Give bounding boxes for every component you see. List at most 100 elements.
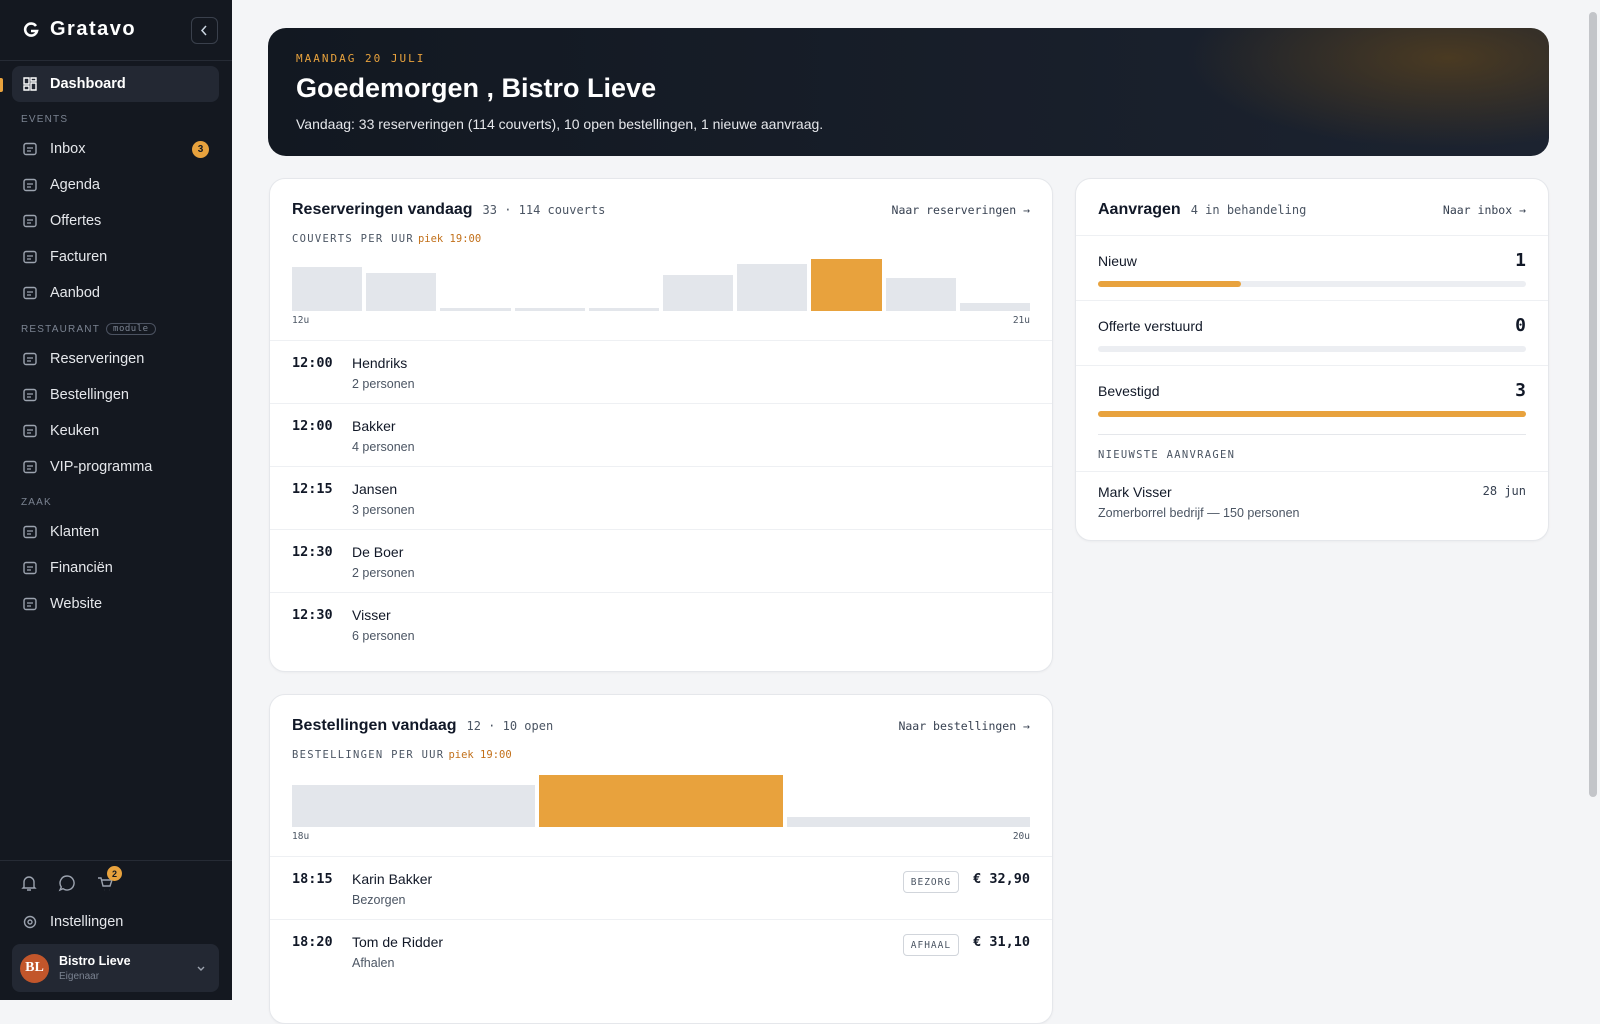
list-row[interactable]: 18:20 Tom de Ridder Afhalen AFHAAL € 31,10 [270, 919, 1052, 982]
collapse-button[interactable] [191, 17, 218, 44]
card-header: Bestellingen vandaag 12 · 10 open Naar bes… [270, 695, 1052, 735]
nav-label: Keuken [50, 423, 100, 439]
chat[interactable] [58, 874, 76, 892]
nav-item[interactable]: Reserveringen [12, 341, 219, 377]
list-row[interactable]: 18:15 Karin Bakker Bezorgen BEZORG € 32,90 [270, 856, 1052, 919]
nav-item[interactable]: Klanten [12, 514, 219, 550]
spacer [270, 842, 1052, 856]
row-name: De Boer [352, 544, 404, 560]
row-tag: AFHAAL [902, 934, 960, 956]
brand-name: Gratavo [50, 18, 137, 40]
row-name: Bakker [352, 418, 396, 434]
hero-date: MAANDAG 20 JULI [296, 52, 426, 65]
list-row[interactable]: 12:30 De Boer 2 personen [270, 529, 1052, 592]
card-link[interactable]: Naar inbox → [1442, 203, 1526, 217]
nav-item[interactable]: Financiën [12, 550, 219, 586]
nav-item[interactable]: Facturen [12, 239, 219, 275]
stage: Offerte verstuurd 0 [1076, 300, 1548, 365]
nav-label: Aanbod [50, 285, 100, 301]
hero-greeting: Goedemorgen , Bistro Lieve [296, 73, 657, 103]
card-title: Bestellingen vandaag [292, 717, 457, 734]
bar [514, 308, 585, 311]
stage-track [1098, 411, 1526, 417]
list-row[interactable]: 12:00 Hendriks 2 personen [270, 340, 1052, 403]
nav-item[interactable]: Aanbod [12, 275, 219, 311]
nav-item[interactable]: Offertes [12, 203, 219, 239]
stage-top: Bevestigd 3 [1098, 380, 1526, 401]
nav-item[interactable]: VIP-programma [12, 449, 219, 485]
bell[interactable] [20, 874, 38, 892]
nav-label: Bestellingen [50, 387, 129, 403]
row-time: 12:30 [292, 544, 333, 560]
list-row[interactable]: 12:30 Visser 6 personen [270, 592, 1052, 655]
nav-item[interactable]: Bestellingen [12, 377, 219, 413]
footer-icons: 2 [20, 866, 122, 897]
group-tag: module [106, 323, 156, 335]
bar [885, 278, 956, 311]
nav-item[interactable]: Website [12, 586, 219, 622]
stage-top: Nieuw 1 [1098, 250, 1526, 271]
active-indicator [0, 78, 3, 92]
nav-item[interactable]: Inbox 3 [12, 131, 219, 167]
stage-track [1098, 281, 1526, 287]
row-time: 18:20 [292, 934, 333, 950]
user-menu[interactable]: BL Bistro Lieve Eigenaar [12, 944, 219, 992]
row-detail: 2 personen [352, 566, 415, 580]
x-labels: 18u 20u [270, 827, 1052, 842]
user-role: Eigenaar [59, 971, 100, 982]
nav-label: VIP-programma [50, 459, 153, 475]
nav-group: ZAAK [12, 485, 219, 514]
row-detail: 3 personen [352, 503, 415, 517]
bar [663, 275, 734, 311]
group-label: ZAAK [21, 497, 52, 508]
x-tick-label: 21u [1012, 315, 1030, 326]
list-row[interactable]: 12:15 Jansen 3 personen [270, 466, 1052, 529]
row-main: Hendriks 2 personen [352, 355, 415, 403]
reservations-card: Reserveringen vandaag 33 · 114 couverts Na… [269, 178, 1053, 672]
row-detail: 2 personen [352, 377, 415, 391]
card-link[interactable]: Naar reserveringen → [891, 203, 1030, 217]
scrollbar[interactable] [1586, 0, 1600, 1000]
nav-item[interactable]: Dashboard [12, 66, 219, 102]
group-label: EVENTS [21, 114, 69, 125]
card-link[interactable]: Naar bestellingen → [898, 719, 1030, 733]
logo [23, 21, 39, 37]
card-meta: 12 · 10 open [466, 719, 554, 733]
card-header: Reserveringen vandaag 33 · 114 couverts Na… [270, 179, 1052, 219]
card-title: Aanvragen [1098, 201, 1181, 218]
list-row[interactable]: 12:00 Bakker 4 personen [270, 403, 1052, 466]
row-main: Tom de Ridder Afhalen [352, 934, 443, 982]
stage: Bevestigd 3 [1076, 365, 1548, 430]
stage-value: 3 [1515, 380, 1526, 401]
cart[interactable]: 2 [96, 866, 122, 897]
nav-group: EVENTS [12, 102, 219, 131]
row-main: De Boer 2 personen [352, 544, 415, 592]
recent-row[interactable]: Mark Visser 28 jun Zomerborrel bedrijf — 1… [1076, 471, 1548, 532]
stage-label: Nieuw [1098, 252, 1137, 269]
bar-chart [292, 259, 1031, 311]
nav-label: Inbox [50, 141, 86, 157]
stage-track [1098, 346, 1526, 352]
settings[interactable]: Instellingen [12, 904, 219, 940]
row-time: 12:00 [292, 355, 333, 371]
card-meta: 4 in behandeling [1190, 203, 1307, 217]
bar [786, 816, 1030, 827]
group-label: RESTAURANT [21, 323, 101, 335]
settings-label: Instellingen [50, 914, 124, 930]
row-amount: € 31,10 [973, 934, 1030, 950]
chart-label: BESTELLINGEN PER UUR piek 19:00 [270, 735, 1052, 761]
hero: MAANDAG 20 JULI Goedemorgen , Bistro Lie… [268, 28, 1549, 156]
bar [959, 302, 1031, 311]
recent-label: NIEUWSTE AANVRAGEN [1098, 434, 1526, 471]
requests-card: Aanvragen 4 in behandeling Naar inbox → Nie… [1075, 178, 1549, 541]
recent-top: Mark Visser 28 jun [1098, 484, 1526, 500]
bar [292, 785, 536, 827]
nav-item[interactable]: Agenda [12, 167, 219, 203]
stage: Nieuw 1 [1076, 235, 1548, 300]
stage-value: 0 [1515, 315, 1526, 336]
row-amount: € 32,90 [973, 871, 1030, 887]
stage-top: Offerte verstuurd 0 [1098, 315, 1526, 336]
nav-item[interactable]: Keuken [12, 413, 219, 449]
bar [292, 267, 363, 311]
row-tag: BEZORG [902, 871, 960, 893]
